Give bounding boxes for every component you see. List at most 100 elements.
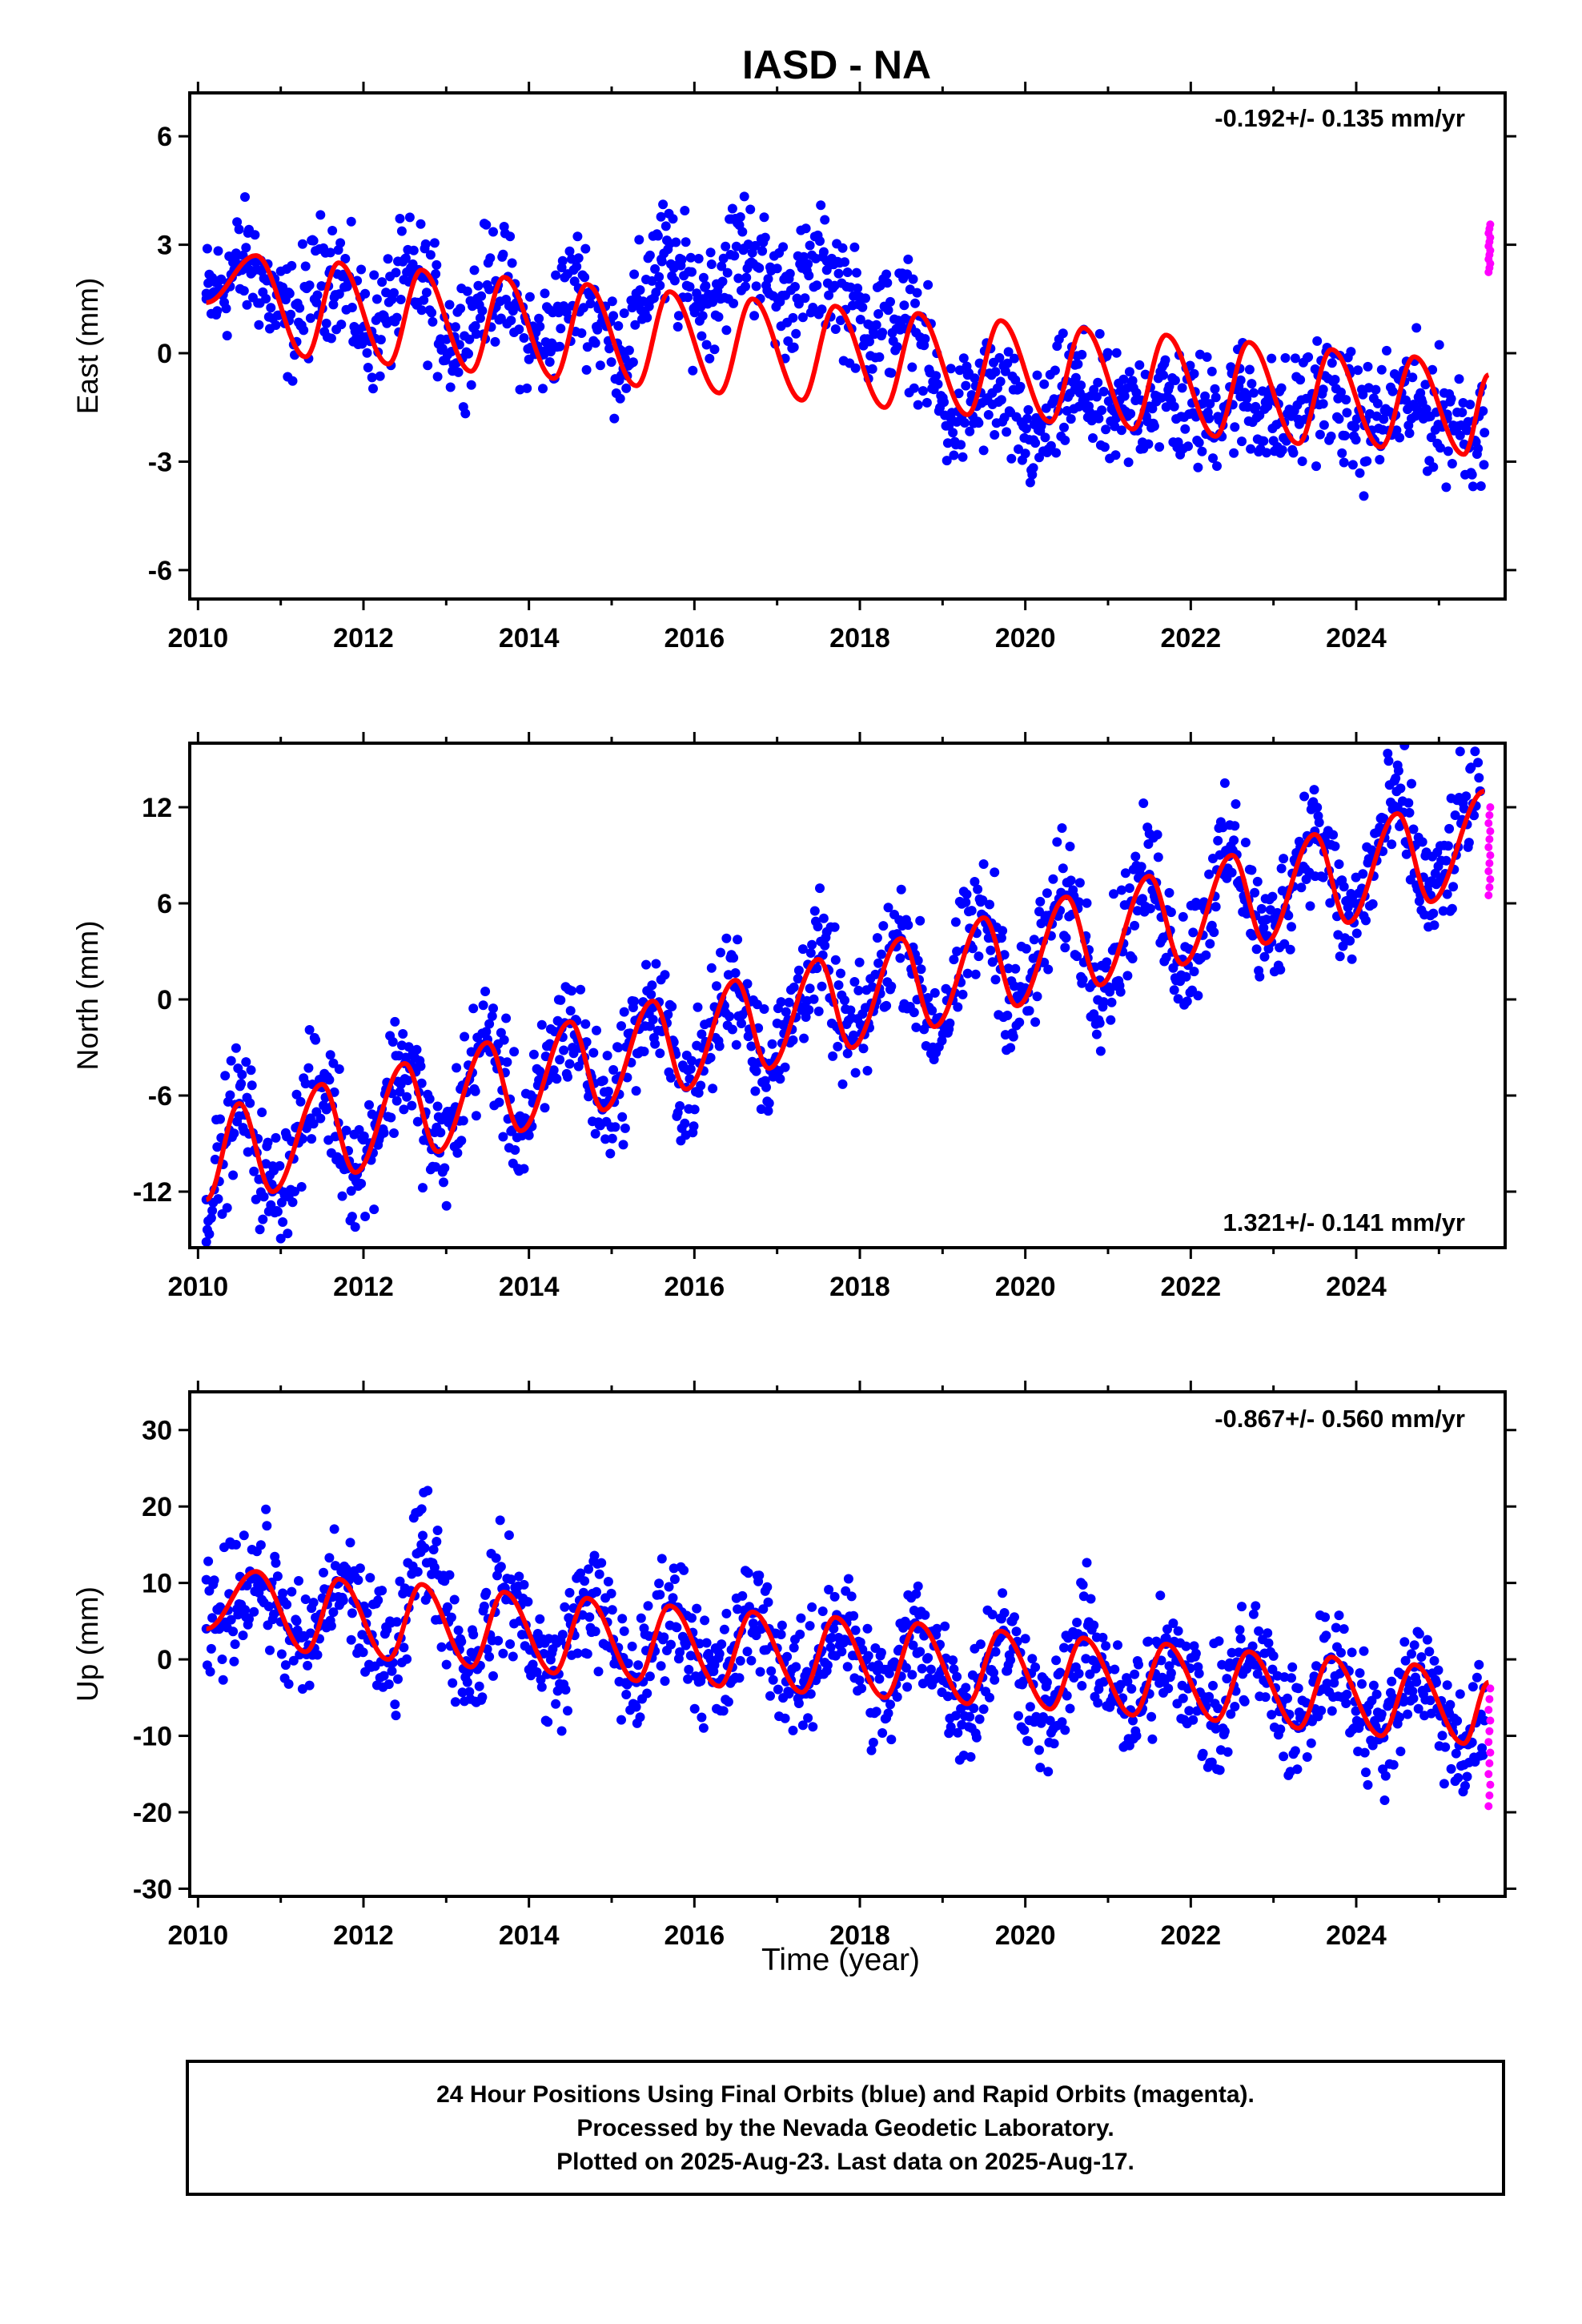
final-point [242,300,252,310]
final-point [505,231,516,242]
final-point [226,1614,236,1625]
final-point [903,920,913,931]
final-point [272,1571,283,1582]
final-point [345,1538,355,1548]
final-point [1263,401,1273,412]
final-point [721,1608,732,1618]
final-point [1422,1634,1432,1645]
final-point [948,428,958,438]
final-point [1098,1677,1109,1687]
final-point [387,1666,397,1676]
final-point [1065,388,1075,399]
final-point [498,249,508,259]
final-point [877,328,888,338]
final-point [658,199,669,210]
final-point [580,1576,590,1586]
final-point [829,922,840,932]
final-point [990,975,1001,985]
final-point [862,1066,873,1076]
final-point [650,263,661,274]
final-point [767,1039,777,1049]
final-point [1062,1691,1072,1701]
final-point [990,1675,1000,1685]
final-point [646,989,656,999]
final-point [826,1633,837,1642]
final-point [1447,459,1457,468]
final-point [1246,444,1256,454]
final-point [1109,889,1118,899]
final-point [923,1653,934,1663]
final-point [432,1537,442,1546]
final-point [960,418,970,428]
final-point [874,1674,885,1684]
final-point [1124,367,1134,377]
final-point [229,1656,239,1667]
final-point [687,1613,697,1623]
final-point [261,294,271,304]
final-point [1256,903,1267,914]
rapid-point [1485,1791,1494,1799]
final-point [428,1545,439,1554]
final-point [522,383,532,393]
final-point [551,1699,561,1709]
final-point [1441,482,1452,493]
final-point [1076,380,1086,391]
final-point [1279,1672,1290,1683]
final-point [391,267,401,278]
final-point [886,981,897,991]
final-point [504,1530,514,1540]
final-point [743,1031,753,1042]
final-point [1161,1633,1171,1643]
final-point [1368,1680,1379,1691]
final-point [312,290,323,300]
final-point [1043,1767,1054,1777]
final-point [1288,448,1299,458]
final-point [548,1065,559,1076]
final-point [452,1063,462,1073]
final-point [1164,381,1174,392]
final-point [737,1019,746,1028]
final-point [1443,446,1453,456]
final-point [326,333,336,344]
final-point [231,1539,241,1550]
final-point [506,1574,516,1585]
final-point [656,256,667,267]
final-point [697,1029,707,1039]
final-point [1421,404,1431,414]
final-point [813,922,823,931]
final-point [865,336,874,347]
plot-frame [188,91,1507,601]
final-point [1363,1779,1373,1790]
final-point [1011,1626,1022,1637]
final-point [335,238,346,248]
final-point [1193,991,1203,1001]
final-point [470,1086,480,1096]
final-point [1339,1624,1349,1634]
final-point [1066,414,1076,424]
final-point [1331,1622,1341,1633]
y-tick-label: -3 [148,447,172,477]
rapid-point [1485,1727,1494,1735]
final-point [399,1642,409,1653]
final-point [1213,835,1223,846]
final-point [1003,963,1014,974]
final-point [643,1601,653,1611]
final-point [1355,468,1365,478]
final-point [874,352,885,362]
final-point [1318,399,1328,409]
final-point [602,1051,612,1061]
final-point [1388,1759,1399,1770]
final-point [231,1043,241,1053]
final-point [1222,1674,1232,1684]
final-point [836,316,845,325]
final-point [737,227,748,237]
final-point [1118,374,1129,384]
final-point [677,255,687,265]
final-point [680,206,690,215]
final-point [1134,360,1145,370]
rapid-point [1485,859,1494,867]
final-point [1204,869,1215,879]
final-point [1065,842,1075,851]
final-point [1077,349,1087,360]
final-point [347,303,357,312]
